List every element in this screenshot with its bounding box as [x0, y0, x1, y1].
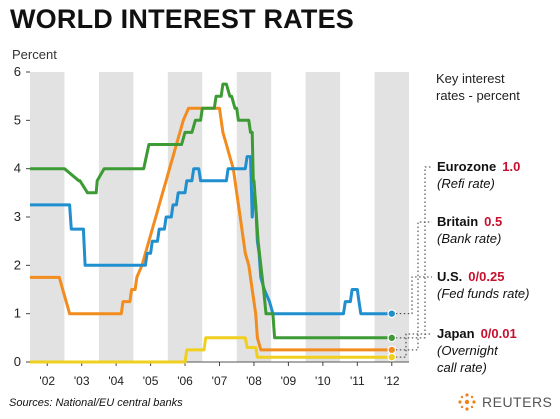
x-tick-label: '07 — [212, 374, 228, 388]
logo-dot — [465, 393, 469, 397]
legend-series-subtitle: call rate) — [437, 360, 487, 375]
year-band — [236, 72, 272, 362]
y-tick-label: 3 — [14, 209, 21, 224]
logo-dot — [464, 399, 470, 405]
x-tick-label: '02 — [39, 374, 55, 388]
y-axis-unit-label: Percent — [12, 47, 57, 62]
logo-dot — [472, 400, 476, 404]
legend-series-value: 0.5 — [484, 214, 502, 229]
legend-series-name: Japan — [437, 326, 475, 341]
logo-dot — [465, 407, 469, 411]
year-band — [374, 72, 409, 362]
x-tick-label: '06 — [177, 374, 193, 388]
y-tick-label: 4 — [14, 161, 21, 176]
reuters-dots-icon — [458, 393, 476, 411]
legend-series-subtitle: (Fed funds rate) — [437, 286, 530, 301]
x-tick-label: '11 — [350, 374, 365, 388]
y-tick-label: 1 — [14, 306, 21, 321]
series-end-dot — [387, 309, 397, 319]
legend-connector — [391, 166, 432, 339]
series-end-dot — [387, 333, 397, 343]
x-tick-label: '09 — [281, 374, 297, 388]
legend-series-subtitle: (Bank rate) — [437, 231, 501, 246]
x-tick-label: '12 — [384, 374, 400, 388]
logo-dot — [460, 395, 464, 399]
y-tick-label: 0 — [14, 354, 21, 369]
reuters-brand: REUTERS — [456, 391, 552, 413]
series-end-dot — [387, 345, 397, 355]
source-note: Sources: National/EU central banks — [9, 397, 183, 409]
legend-series-subtitle: (Overnight — [437, 343, 499, 358]
series-line-japan — [30, 336, 392, 364]
logo-dot — [470, 405, 474, 409]
legend-connector — [391, 221, 432, 351]
legend-series-value: 0/0.25 — [468, 269, 504, 284]
x-tick-label: '05 — [143, 374, 159, 388]
legend-series-value: 1.0 — [502, 159, 520, 174]
x-tick-label: '10 — [315, 374, 331, 388]
series-end-dot — [387, 352, 397, 362]
legend-series-name: Eurozone — [437, 159, 496, 174]
legend-series-subtitle: (Refi rate) — [437, 176, 495, 191]
series-line-us — [30, 155, 392, 316]
y-tick-label: 6 — [14, 64, 21, 79]
logo-dot — [470, 395, 474, 399]
series-line-britain — [30, 106, 392, 352]
x-tick-label: '04 — [108, 374, 124, 388]
year-band — [98, 72, 134, 362]
logo-dot — [460, 405, 464, 409]
logo-dot — [458, 400, 462, 404]
legend-series-name: U.S. — [437, 269, 462, 284]
chart-title: WORLD INTEREST RATES — [10, 4, 354, 34]
brand-name: REUTERS — [482, 394, 553, 410]
legend-series-name: Britain — [437, 214, 478, 229]
series-line-eurozone — [30, 82, 392, 340]
year-band — [30, 72, 65, 362]
year-band — [305, 72, 341, 362]
legend-title: Key interest rates - percent — [436, 71, 520, 103]
y-tick-label: 2 — [14, 257, 21, 272]
legend-series-value: 0/0.01 — [481, 326, 517, 341]
x-tick-label: '03 — [74, 374, 90, 388]
y-tick-label: 5 — [14, 112, 21, 127]
x-tick-label: '08 — [246, 374, 262, 388]
